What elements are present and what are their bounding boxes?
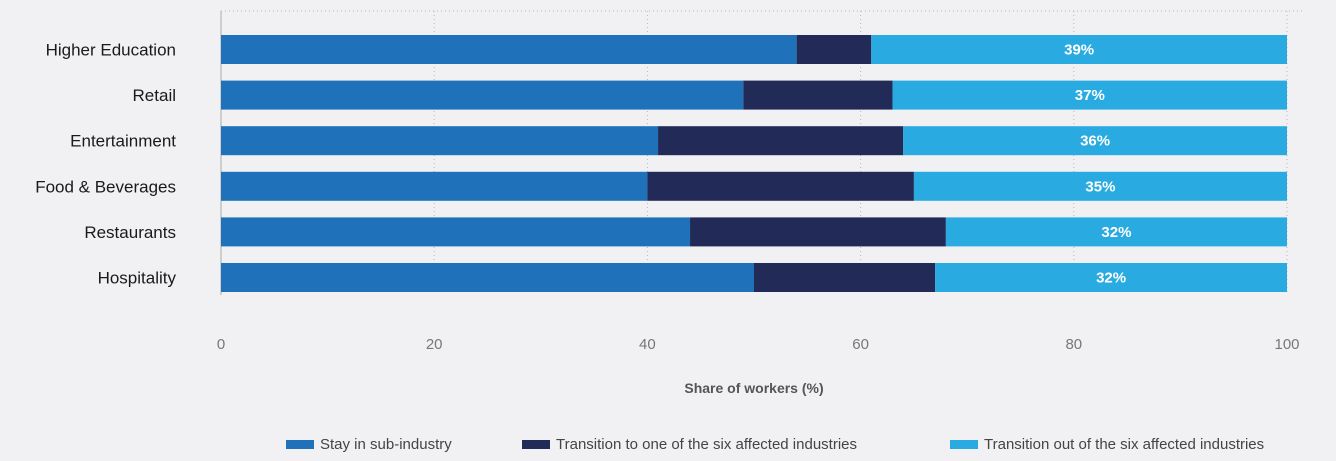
data-label-retail: 37% (1075, 87, 1105, 104)
data-labels: 39% 37% 36% 35% 32% 32% (1064, 42, 1131, 287)
bars (221, 35, 1287, 292)
legend-label-transition-out: Transition out of the six affected indus… (984, 436, 1265, 453)
category-label-entertainment: Entertainment (70, 132, 176, 151)
x-tick-labels: 0 20 40 60 80 100 (217, 336, 1300, 353)
bar-higher-education-series-1 (221, 35, 797, 64)
bar-entertainment-series-2 (658, 126, 904, 156)
legend-swatch-stay (286, 440, 314, 449)
bar-retail-series-1 (221, 80, 744, 110)
bar-restaurants-series-2 (690, 217, 946, 247)
data-label-hospitality: 32% (1096, 270, 1126, 287)
x-tick-label: 60 (852, 336, 869, 353)
bar-hospitality-series-3 (935, 263, 1287, 292)
data-label-entertainment: 36% (1080, 133, 1110, 150)
legend-item-transition-out: Transition out of the six affected indus… (950, 436, 1264, 453)
x-tick-label: 0 (217, 336, 225, 353)
x-tick-label: 20 (426, 336, 443, 353)
x-tick-label: 80 (1065, 336, 1082, 353)
legend-item-stay: Stay in sub-industry (286, 436, 452, 453)
legend-label-stay: Stay in sub-industry (320, 436, 452, 453)
x-axis-label: Share of workers (%) (684, 380, 823, 396)
category-label-higher-education: Higher Education (46, 41, 176, 60)
category-labels: Higher Education Retail Entertainment Food … (35, 41, 176, 288)
legend-label-transition-to: Transition to one of the six affected in… (556, 436, 858, 453)
bar-entertainment-series-1 (221, 126, 659, 156)
category-label-food-and-beverages: Food & Beverages (35, 177, 176, 196)
bar-retail-series-3 (892, 80, 1287, 110)
category-label-hospitality: Hospitality (98, 269, 177, 288)
x-tick-label: 40 (639, 336, 656, 353)
category-label-restaurants: Restaurants (84, 223, 176, 242)
x-tick-label: 100 (1274, 336, 1299, 353)
data-label-restaurants: 32% (1101, 224, 1131, 241)
bar-higher-education-series-3 (871, 35, 1287, 64)
bar-food-and-beverages-series-2 (647, 171, 914, 201)
bar-higher-education-series-2 (796, 35, 872, 64)
category-label-retail: Retail (133, 86, 176, 105)
legend: Stay in sub-industry Transition to one o… (0, 436, 1336, 458)
data-label-higher-education: 39% (1064, 42, 1094, 59)
chart: Higher Education Retail Entertainment Food … (35, 10, 1305, 396)
bar-food-and-beverages-series-1 (221, 171, 648, 201)
legend-swatch-transition-out (950, 440, 978, 449)
data-label-food-and-beverages: 35% (1085, 178, 1115, 195)
bar-retail-series-2 (743, 80, 893, 110)
legend-swatch-transition-to (522, 440, 550, 449)
bar-entertainment-series-3 (903, 126, 1287, 156)
bar-food-and-beverages-series-3 (913, 171, 1287, 201)
bar-restaurants-series-1 (221, 217, 691, 247)
bar-hospitality-series-2 (754, 263, 936, 292)
bar-hospitality-series-1 (221, 263, 754, 292)
legend-item-transition-to: Transition to one of the six affected in… (522, 436, 857, 453)
bar-restaurants-series-3 (945, 217, 1287, 247)
